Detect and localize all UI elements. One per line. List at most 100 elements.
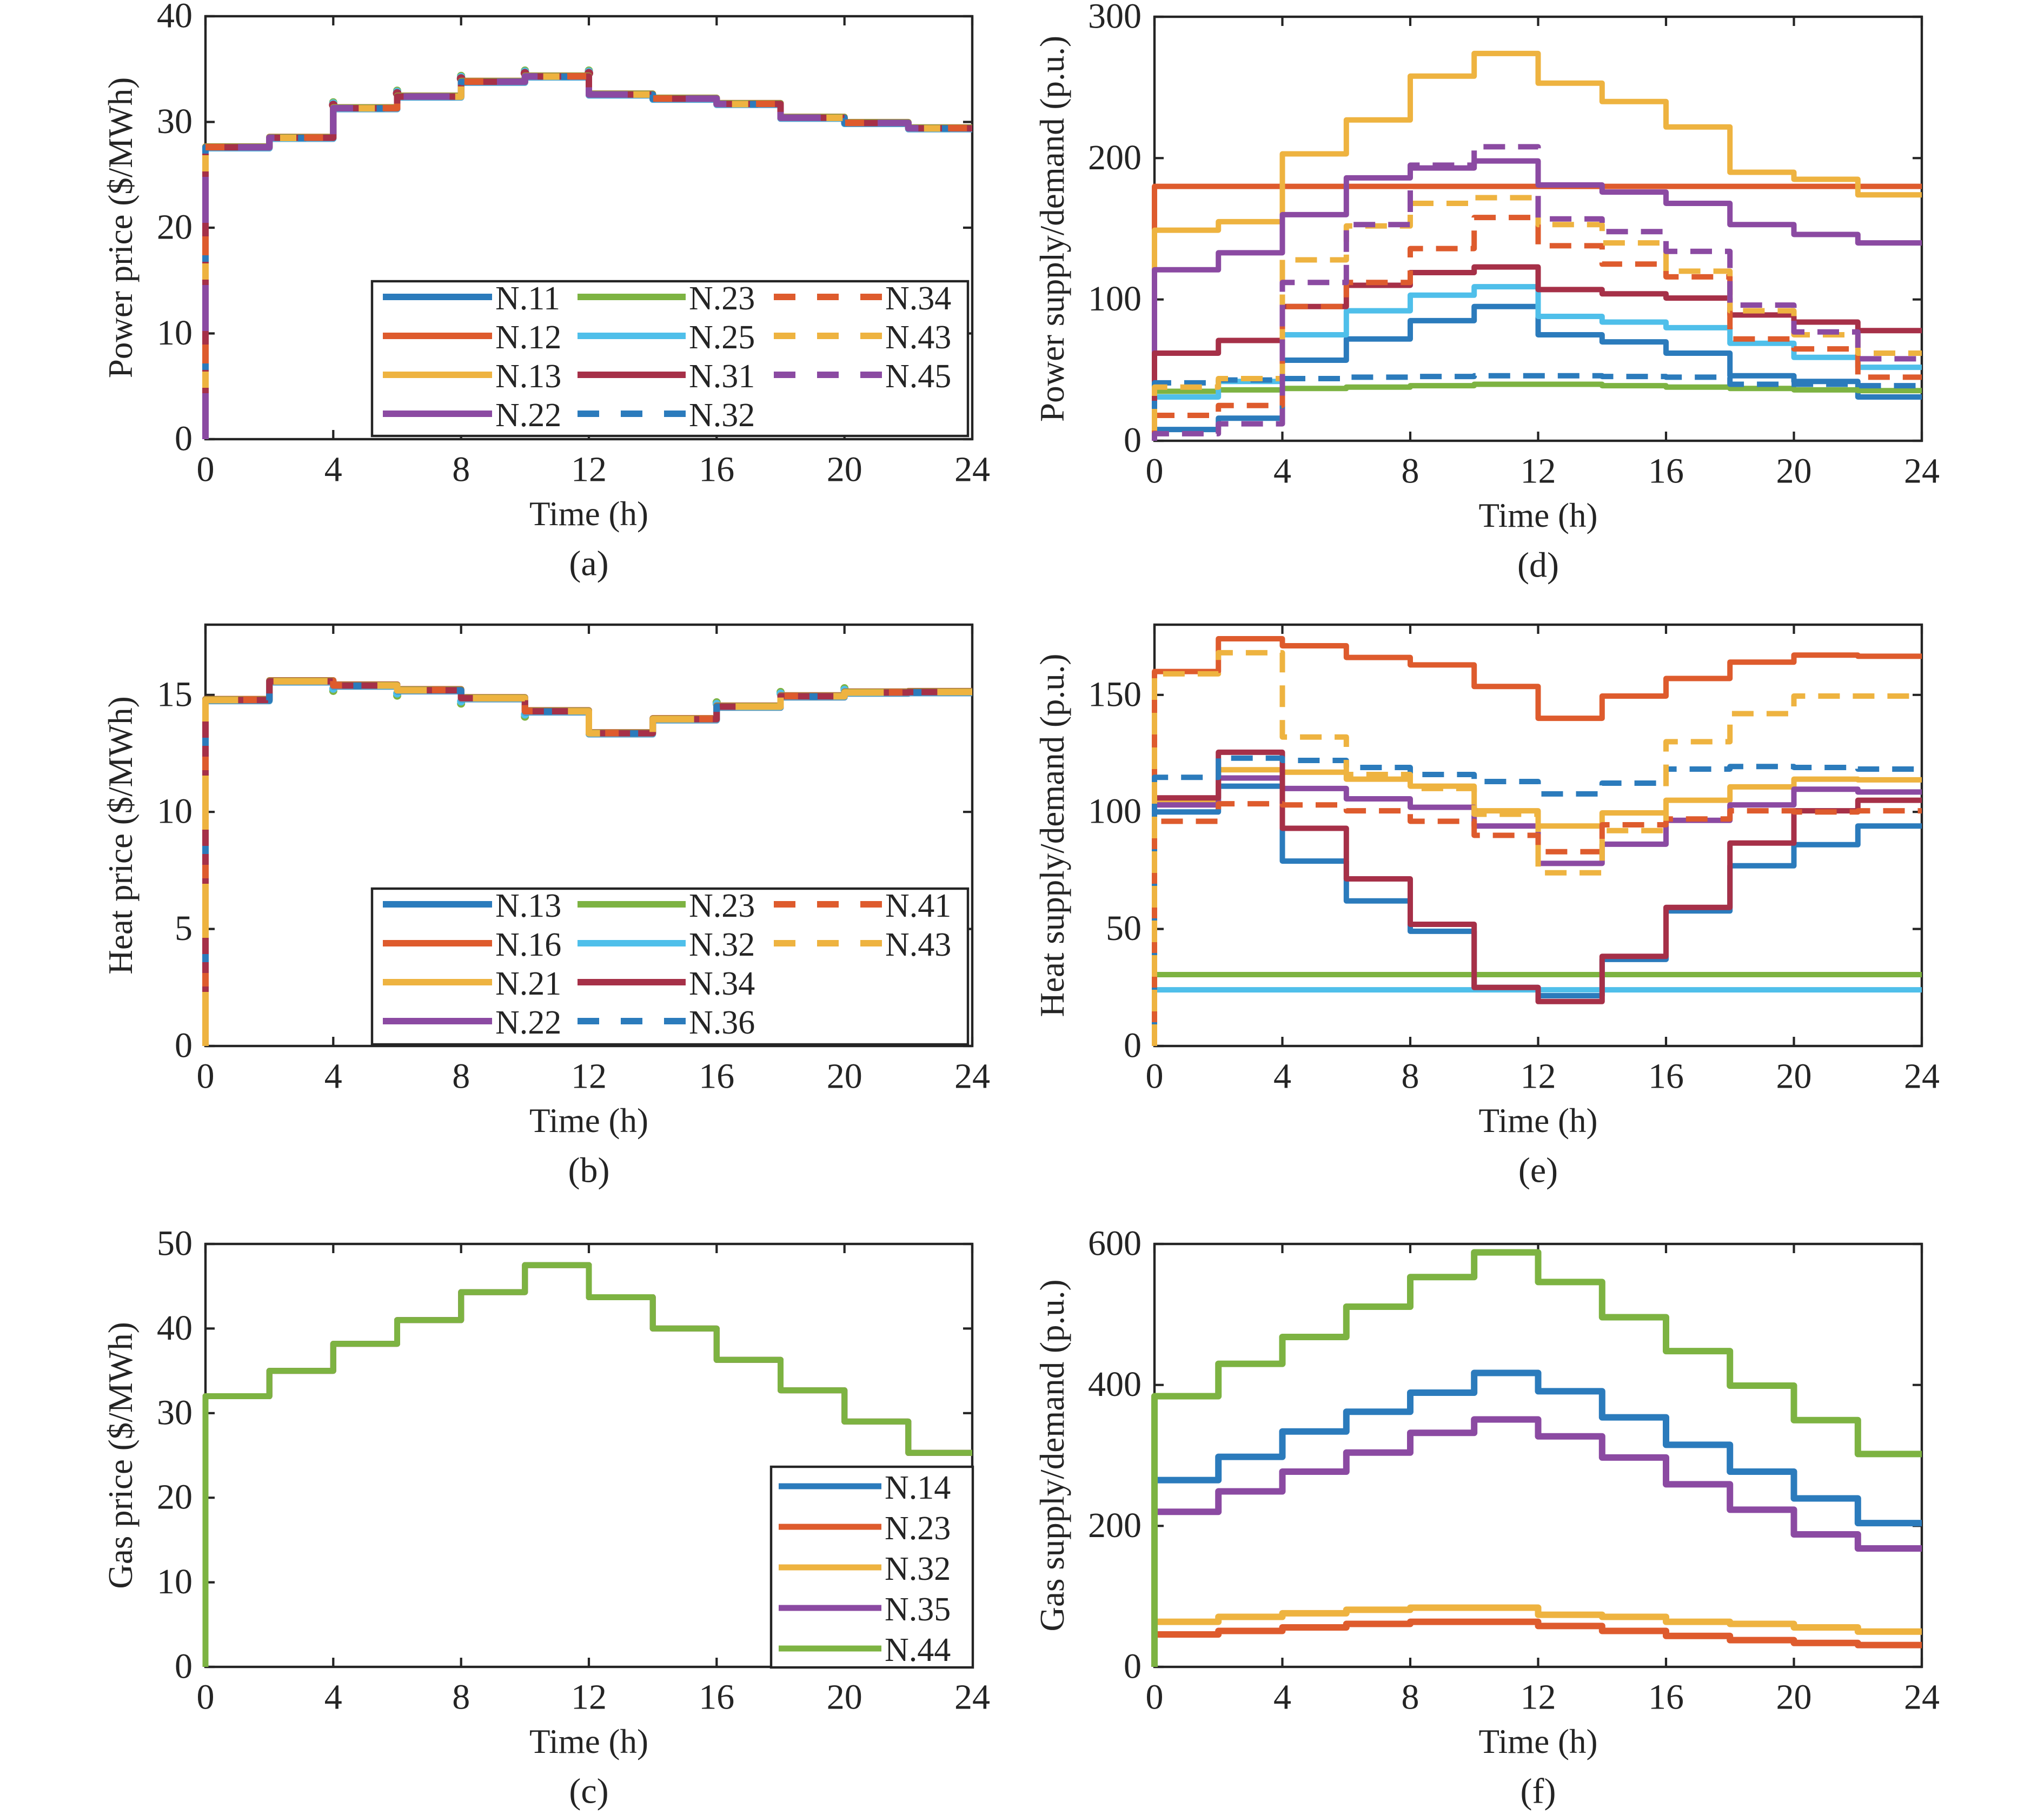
svg-text:N.25: N.25 xyxy=(689,319,755,356)
svg-text:16: 16 xyxy=(699,450,734,489)
svg-text:16: 16 xyxy=(1648,1057,1684,1096)
svg-text:(b): (b) xyxy=(568,1151,610,1190)
svg-text:N.45: N.45 xyxy=(885,358,951,395)
svg-text:N.32: N.32 xyxy=(689,397,755,434)
svg-text:N.43: N.43 xyxy=(885,926,951,963)
svg-text:Heat supply/demand (p.u.): Heat supply/demand (p.u.) xyxy=(1033,654,1071,1017)
svg-text:N.41: N.41 xyxy=(885,888,951,924)
svg-text:N.22: N.22 xyxy=(495,397,561,434)
svg-text:8: 8 xyxy=(452,450,470,489)
svg-text:4: 4 xyxy=(1273,1678,1291,1717)
svg-text:40: 40 xyxy=(157,0,193,36)
svg-text:20: 20 xyxy=(827,1678,862,1717)
svg-text:12: 12 xyxy=(1521,1678,1556,1717)
svg-text:N.32: N.32 xyxy=(885,1551,951,1587)
svg-text:N.43: N.43 xyxy=(885,319,951,356)
svg-text:Time (h): Time (h) xyxy=(1479,496,1598,534)
svg-text:16: 16 xyxy=(1648,452,1684,491)
svg-text:0: 0 xyxy=(1146,1057,1164,1096)
svg-text:16: 16 xyxy=(699,1057,734,1096)
svg-text:N.11: N.11 xyxy=(495,280,560,317)
svg-text:N.44: N.44 xyxy=(885,1632,951,1669)
svg-text:150: 150 xyxy=(1088,674,1142,714)
svg-text:8: 8 xyxy=(1402,1678,1419,1717)
svg-text:24: 24 xyxy=(954,1057,990,1096)
svg-text:N.31: N.31 xyxy=(689,358,755,395)
svg-text:N.14: N.14 xyxy=(885,1469,951,1506)
svg-text:8: 8 xyxy=(1402,1057,1419,1096)
svg-text:12: 12 xyxy=(1521,452,1556,491)
svg-text:24: 24 xyxy=(954,1678,990,1717)
svg-text:50: 50 xyxy=(1106,909,1142,948)
svg-text:12: 12 xyxy=(571,1057,607,1096)
svg-text:20: 20 xyxy=(1776,1678,1812,1717)
svg-text:24: 24 xyxy=(1904,1678,1940,1717)
svg-text:Gas price ($/MWh): Gas price ($/MWh) xyxy=(102,1322,140,1588)
svg-text:20: 20 xyxy=(1776,1057,1812,1096)
svg-text:12: 12 xyxy=(571,450,607,489)
svg-text:Time (h): Time (h) xyxy=(1479,1723,1598,1760)
svg-text:24: 24 xyxy=(1904,452,1940,491)
svg-text:0: 0 xyxy=(197,450,215,489)
svg-text:400: 400 xyxy=(1088,1365,1142,1404)
svg-text:N.32: N.32 xyxy=(689,926,755,963)
svg-text:Time (h): Time (h) xyxy=(529,1102,648,1140)
svg-text:0: 0 xyxy=(197,1678,215,1717)
svg-text:(c): (c) xyxy=(569,1772,608,1811)
svg-text:30: 30 xyxy=(157,1393,193,1432)
svg-text:N.13: N.13 xyxy=(495,358,561,395)
svg-text:N.21: N.21 xyxy=(495,965,561,1002)
svg-text:Time (h): Time (h) xyxy=(529,495,648,533)
svg-text:N.13: N.13 xyxy=(495,888,561,924)
svg-text:N.12: N.12 xyxy=(495,319,561,356)
svg-text:N.23: N.23 xyxy=(885,1510,951,1547)
svg-text:0: 0 xyxy=(1124,1647,1142,1686)
svg-text:200: 200 xyxy=(1088,138,1142,177)
svg-text:8: 8 xyxy=(452,1057,470,1096)
svg-text:24: 24 xyxy=(954,450,990,489)
svg-text:N.35: N.35 xyxy=(885,1591,951,1628)
svg-text:N.34: N.34 xyxy=(689,965,755,1002)
svg-text:4: 4 xyxy=(1273,452,1291,491)
svg-text:300: 300 xyxy=(1088,0,1142,36)
svg-text:0: 0 xyxy=(197,1057,215,1096)
svg-text:100: 100 xyxy=(1088,792,1142,831)
svg-text:Power supply/demand (p.u.): Power supply/demand (p.u.) xyxy=(1033,36,1071,422)
svg-text:Power price ($/MWh): Power price ($/MWh) xyxy=(102,77,140,378)
svg-text:16: 16 xyxy=(1648,1678,1684,1717)
svg-text:Heat price ($/MWh): Heat price ($/MWh) xyxy=(102,696,140,974)
svg-text:(d): (d) xyxy=(1517,546,1559,585)
svg-text:20: 20 xyxy=(1776,452,1812,491)
svg-text:0: 0 xyxy=(175,1026,193,1065)
svg-text:(a): (a) xyxy=(569,544,608,584)
svg-text:10: 10 xyxy=(157,1562,193,1601)
svg-text:600: 600 xyxy=(1088,1224,1142,1263)
svg-text:30: 30 xyxy=(157,102,193,141)
svg-text:Gas supply/demand (p.u.): Gas supply/demand (p.u.) xyxy=(1033,1280,1071,1632)
svg-text:(f): (f) xyxy=(1521,1772,1556,1811)
svg-text:24: 24 xyxy=(1904,1057,1940,1096)
svg-text:15: 15 xyxy=(157,674,193,714)
svg-text:40: 40 xyxy=(157,1308,193,1348)
svg-text:100: 100 xyxy=(1088,279,1142,319)
svg-text:10: 10 xyxy=(157,313,193,353)
svg-text:Time (h): Time (h) xyxy=(1479,1102,1598,1140)
svg-text:0: 0 xyxy=(1124,421,1142,460)
svg-text:0: 0 xyxy=(175,1647,193,1686)
svg-text:4: 4 xyxy=(324,450,342,489)
svg-text:12: 12 xyxy=(571,1678,607,1717)
svg-text:N.16: N.16 xyxy=(495,926,561,963)
svg-text:20: 20 xyxy=(827,1057,862,1096)
svg-text:0: 0 xyxy=(1124,1026,1142,1065)
svg-text:8: 8 xyxy=(452,1678,470,1717)
svg-text:N.23: N.23 xyxy=(689,280,755,317)
svg-text:16: 16 xyxy=(699,1678,734,1717)
svg-text:0: 0 xyxy=(1146,452,1164,491)
svg-text:20: 20 xyxy=(827,450,862,489)
svg-text:200: 200 xyxy=(1088,1506,1142,1545)
svg-text:0: 0 xyxy=(1146,1678,1164,1717)
svg-text:50: 50 xyxy=(157,1224,193,1263)
svg-text:10: 10 xyxy=(157,792,193,831)
svg-text:12: 12 xyxy=(1521,1057,1556,1096)
svg-text:N.22: N.22 xyxy=(495,1004,561,1041)
